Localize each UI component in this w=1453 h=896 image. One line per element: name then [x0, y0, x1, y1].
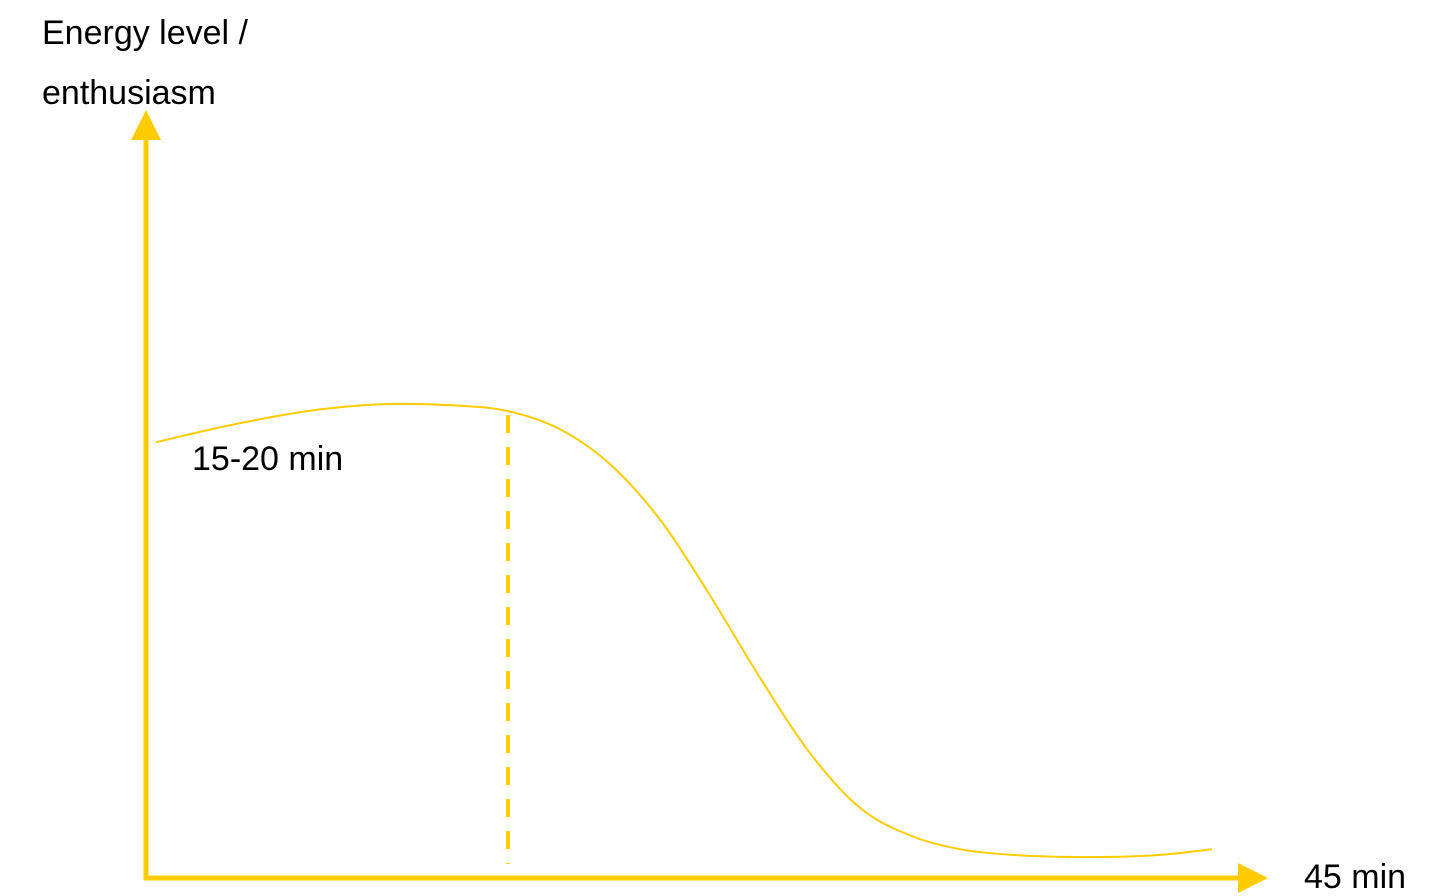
marker-annotation: 15-20 min	[192, 440, 343, 478]
y-axis-label-line-1: Energy level /	[42, 14, 249, 52]
y-axis-label-line-2: enthusiasm	[42, 74, 216, 112]
x-axis-end-label: 45 min	[1304, 858, 1406, 896]
energy-curve	[155, 402, 1213, 859]
